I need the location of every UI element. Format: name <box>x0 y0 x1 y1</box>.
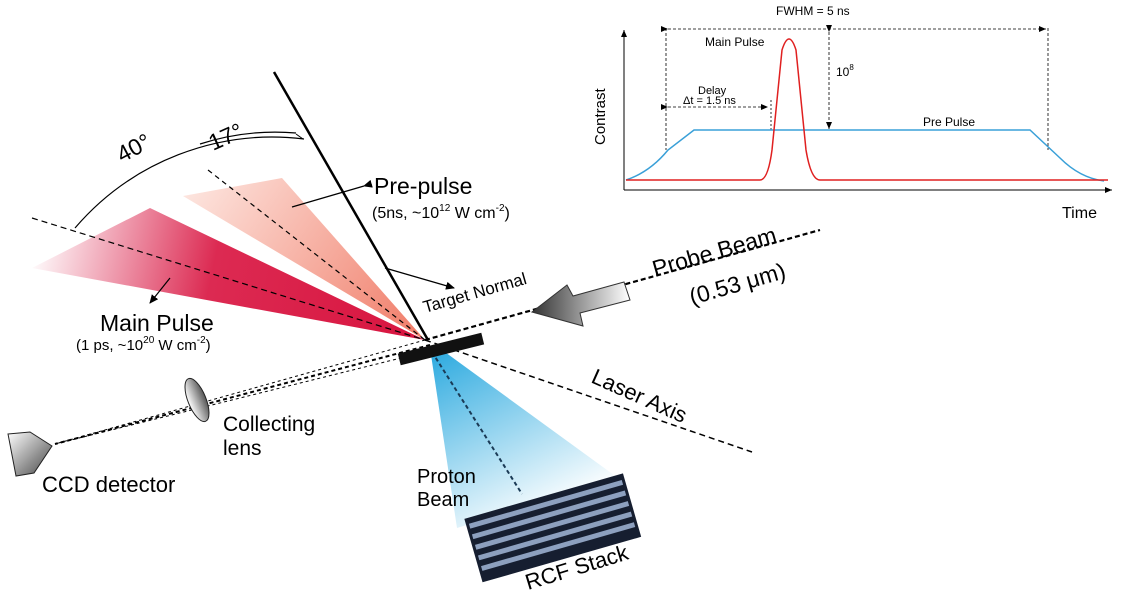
inset-y-label: Contrast <box>592 87 609 145</box>
main-pulse-axis <box>31 217 426 341</box>
collecting-lens-label-2: lens <box>223 437 262 460</box>
probe-beam-line <box>424 228 821 342</box>
proton-beam-cone <box>430 347 618 528</box>
proton-beam-axis <box>431 351 523 495</box>
ccd-detector-label: CCD detector <box>42 472 175 497</box>
collection-ray-2 <box>54 344 431 445</box>
proton-beam-label-1: Proton <box>417 466 476 488</box>
angle-40-label: 40° <box>112 128 155 167</box>
target-normal-label: Target Normal <box>421 269 529 317</box>
collecting-lens-icon <box>184 377 210 423</box>
pre-pulse-params: (5ns, ~1012 W cm-2) <box>372 203 510 222</box>
angle-arc-40 <box>74 136 305 229</box>
probe-arrow-icon <box>530 281 631 327</box>
pre-pulse-beam <box>183 178 425 340</box>
rcf-stack-icon <box>464 473 642 583</box>
inset-delay-label: Delay <box>698 85 727 97</box>
laser-axis-line <box>424 339 753 453</box>
pre-pulse-axis <box>207 169 426 341</box>
angle-17-label: 17° <box>204 118 246 156</box>
target-normal-line <box>272 71 430 341</box>
collection-ray-1 <box>54 339 426 445</box>
inset-main-pulse-curve <box>626 38 1108 181</box>
proton-beam-label-2: Beam <box>417 489 469 511</box>
laser-axis-label: Laser Axis <box>588 364 691 428</box>
angle-arc-17 <box>199 131 297 145</box>
inset-main-pulse-label: Main Pulse <box>705 35 765 49</box>
target-foil <box>397 332 485 366</box>
main-pulse-params: (1 ps, ~1020 W cm-2) <box>76 335 211 354</box>
main-pulse-beam <box>32 208 425 340</box>
target-normal-pointer <box>384 267 455 290</box>
ccd-detector-icon <box>7 431 53 477</box>
inset-pre-pulse-curve <box>625 129 1105 182</box>
collecting-lens-label-1: Collecting <box>223 413 315 436</box>
inset-pre-pulse-label: Pre Pulse <box>923 115 975 129</box>
pre-pulse-pointer <box>291 179 373 208</box>
inset-delay-value: Δt = 1.5 ns <box>683 95 736 107</box>
angle-tick-17 <box>295 133 304 140</box>
inset-contrast-value: 108 <box>836 63 854 79</box>
pre-pulse-title: Pre-pulse <box>374 173 472 199</box>
inset-x-label: Time <box>1062 205 1097 222</box>
main-pulse-pointer <box>149 277 171 304</box>
timing-inset: FWHM = 5 ns Main Pulse 108 Delay Δt = 1.… <box>592 4 1112 222</box>
inset-fwhm-label: FWHM = 5 ns <box>776 4 850 18</box>
main-pulse-title: Main Pulse <box>100 310 214 336</box>
